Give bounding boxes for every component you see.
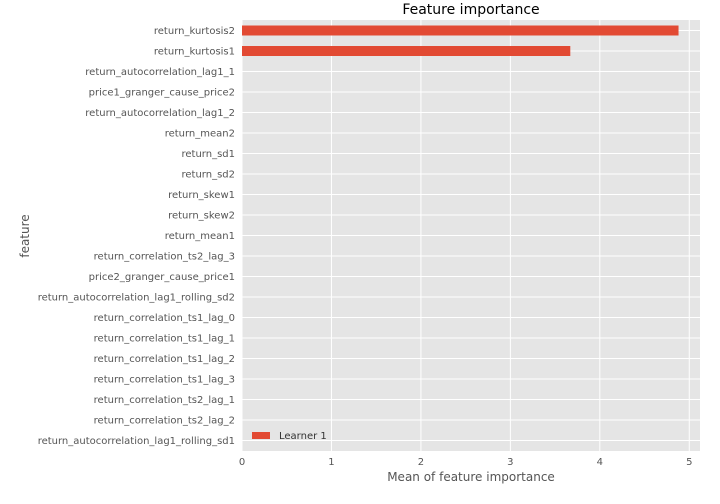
x-tick-labels: 0 1 2 3 4 5 xyxy=(239,457,693,468)
x-tick-label: 5 xyxy=(686,457,692,468)
chart-title: Feature importance xyxy=(402,2,539,18)
x-tick-label: 2 xyxy=(418,457,424,468)
y-tick-label: return_correlation_ts1_lag_2 xyxy=(94,354,235,365)
grid-lines xyxy=(241,20,700,451)
x-tick-label: 3 xyxy=(507,457,513,468)
y-tick-label: price1_granger_cause_price2 xyxy=(89,88,235,99)
y-tick-label: return_kurtosis1 xyxy=(154,47,235,58)
x-axis-title: Mean of feature importance xyxy=(387,470,555,484)
legend-label: Learner 1 xyxy=(279,431,327,442)
y-tick-label: return_sd1 xyxy=(182,149,236,160)
y-tick-label: return_skew2 xyxy=(168,211,235,222)
x-tick-label: 1 xyxy=(328,457,334,468)
y-tick-label: return_sd2 xyxy=(182,170,236,181)
y-tick-label: return_correlation_ts2_lag_1 xyxy=(94,395,235,406)
y-tick-label: return_kurtosis2 xyxy=(154,26,235,37)
x-tick-label: 0 xyxy=(239,457,245,468)
y-tick-label: return_correlation_ts2_lag_2 xyxy=(94,416,235,427)
y-tick-label: return_correlation_ts1_lag_3 xyxy=(94,375,235,386)
y-axis-title: feature xyxy=(18,214,32,257)
bar xyxy=(242,46,571,56)
y-tick-label: return_correlation_ts2_lag_3 xyxy=(94,252,235,263)
y-tick-label: return_skew1 xyxy=(168,190,235,201)
y-tick-label: return_correlation_ts1_lag_0 xyxy=(94,313,235,324)
y-tick-label: return_autocorrelation_lag1_rolling_sd1 xyxy=(38,436,235,447)
legend: Learner 1 xyxy=(252,431,327,442)
y-tick-labels: return_kurtosis2 return_kurtosis1 return_a… xyxy=(38,26,235,447)
y-tick-label: price2_granger_cause_price1 xyxy=(89,272,235,283)
y-tick-label: return_correlation_ts1_lag_1 xyxy=(94,334,235,345)
y-tick-label: return_autocorrelation_lag1_2 xyxy=(85,108,235,119)
bar xyxy=(242,25,679,36)
y-tick-label: return_autocorrelation_lag1_1 xyxy=(85,67,235,78)
y-tick-label: return_mean1 xyxy=(165,231,235,242)
y-tick-label: return_mean2 xyxy=(165,129,235,140)
x-tick-label: 4 xyxy=(597,457,603,468)
bars xyxy=(242,25,679,56)
y-tick-label: return_autocorrelation_lag1_rolling_sd2 xyxy=(38,293,235,304)
legend-swatch xyxy=(252,432,270,439)
